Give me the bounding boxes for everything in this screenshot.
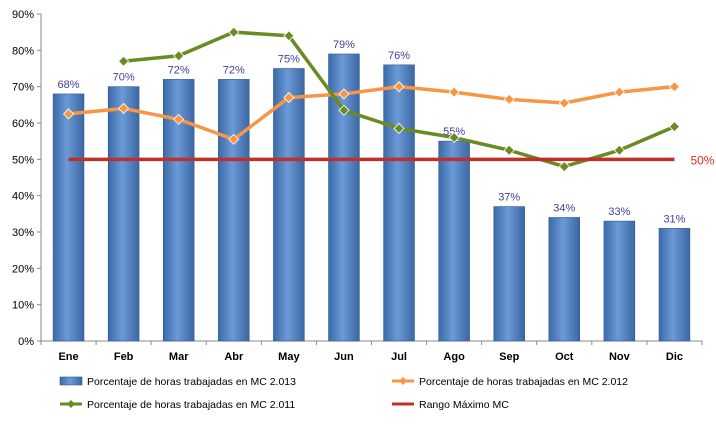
legend-entry: Porcentaje de horas trabajadas en MC 2.0… — [419, 376, 628, 388]
x-tick-label: Ene — [58, 351, 78, 363]
series-point — [668, 121, 681, 133]
series-point — [173, 113, 185, 125]
series-point — [338, 104, 350, 116]
series-point — [338, 88, 350, 100]
bar-data-label: 72% — [223, 64, 245, 76]
x-tick-label: Dic — [666, 351, 683, 363]
bar-labels: 68%70%72%72%75%79%76%55%37%34%33%31% — [58, 39, 686, 225]
bar-ene — [52, 93, 85, 342]
y-tick-label: 10% — [12, 300, 34, 312]
legend: Porcentaje de horas trabajadas en MC 2.0… — [59, 376, 628, 411]
y-tick-label: 90% — [12, 9, 34, 21]
bar-data-label: 68% — [58, 79, 80, 91]
x-tick-label: Abr — [224, 351, 244, 363]
legend-swatch-bar — [59, 376, 83, 386]
legend-swatch-marker — [67, 400, 75, 408]
y-tick-label: 70% — [12, 82, 34, 94]
bar-jul — [383, 64, 415, 342]
series-lines: 50% — [62, 26, 715, 173]
bar-data-label: 33% — [608, 206, 630, 218]
series-point — [558, 97, 570, 109]
bar-sep — [493, 206, 525, 342]
series-point — [228, 133, 240, 145]
bar-dic — [658, 228, 691, 342]
bar-nov — [603, 220, 636, 342]
x-tick-label: Jun — [334, 351, 354, 363]
legend-entry: Porcentaje de horas trabajadas en MC 2.0… — [87, 376, 296, 388]
series-point — [558, 161, 570, 173]
x-tick-label: May — [278, 351, 300, 363]
bar-abr — [218, 79, 250, 342]
bar-data-label: 75% — [278, 54, 300, 66]
series-point — [613, 86, 625, 98]
series-point — [393, 81, 405, 93]
x-tick-label: Feb — [114, 351, 134, 363]
y-tick-label: 80% — [12, 45, 34, 57]
series-point — [668, 81, 681, 93]
series-point — [228, 26, 240, 38]
y-tick-label: 60% — [12, 118, 34, 130]
x-tick-label: Mar — [169, 351, 189, 363]
legend-entry: Porcentaje de horas trabajadas en MC 2.0… — [87, 399, 295, 411]
bar-data-label: 31% — [663, 213, 685, 225]
series-point — [118, 55, 130, 67]
bar-data-label: 72% — [168, 64, 190, 76]
y-tick-label: 50% — [12, 154, 34, 166]
bar-data-label: 79% — [333, 39, 355, 51]
bar-may — [273, 68, 305, 342]
bar-data-label: 76% — [388, 50, 410, 62]
x-tick-label: Ago — [443, 351, 465, 363]
bar-feb — [107, 86, 140, 342]
y-tick-label: 20% — [12, 263, 34, 275]
y-tick-label: 30% — [12, 227, 34, 239]
y-tick-label: 40% — [12, 191, 34, 203]
series-point — [173, 50, 185, 62]
bar-data-label: 37% — [498, 192, 520, 204]
y-tick-label: 0% — [18, 336, 34, 348]
bar-data-label: 70% — [113, 72, 135, 84]
series-point — [448, 131, 460, 144]
legend-swatch-marker — [399, 377, 407, 385]
x-tick-label: Jul — [391, 351, 407, 363]
series-point — [613, 144, 625, 156]
series-point — [283, 30, 295, 42]
x-tick-label: Sep — [499, 351, 519, 363]
bar-data-label: 34% — [553, 202, 575, 214]
legend-entry: Rango Máximo MC — [419, 399, 509, 411]
reference-line-label: 50% — [690, 153, 714, 167]
series-point — [393, 122, 405, 135]
bar-oct — [548, 217, 581, 342]
series-line-1 — [68, 84, 675, 142]
series-point — [503, 93, 515, 105]
bar-jun — [328, 53, 360, 342]
series-point — [503, 144, 515, 156]
series-point — [283, 92, 295, 104]
series-point — [118, 102, 130, 115]
axes: 0% 10% 20% 30% 40% 50% 60% 70% 80% 90% Ene Feb Mar Ab… — [12, 9, 703, 363]
x-tick-label: Oct — [555, 351, 574, 363]
series-point — [448, 86, 460, 98]
series-point — [62, 108, 75, 120]
x-tick-label: Nov — [609, 351, 631, 363]
bar-ago — [438, 140, 470, 342]
